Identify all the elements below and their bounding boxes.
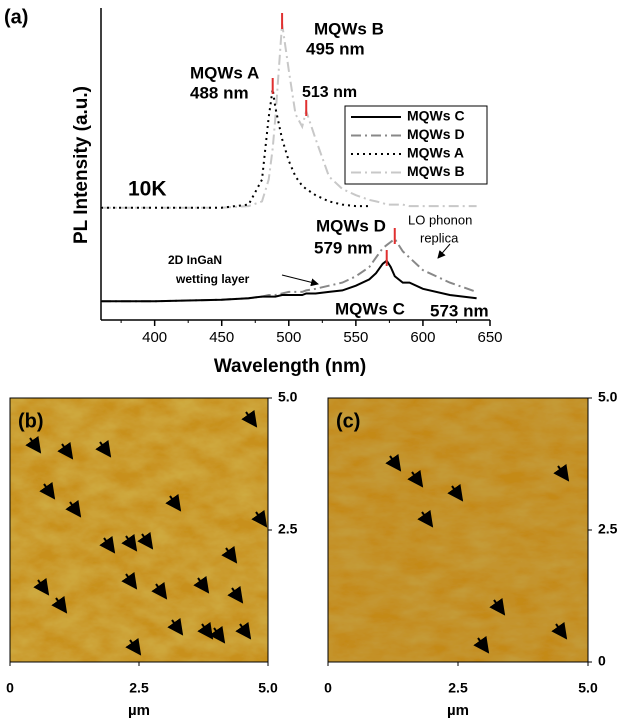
series-line bbox=[101, 237, 477, 303]
afm-arrow bbox=[241, 409, 258, 428]
panel-label: (a) bbox=[4, 6, 28, 28]
x-tick-label: 0 bbox=[324, 680, 332, 696]
afm-arrow bbox=[385, 453, 402, 472]
afm-arrow bbox=[167, 617, 184, 636]
annotation: 495 nm bbox=[306, 39, 365, 58]
annotation: LO phonon bbox=[408, 212, 472, 227]
x-tick-label: 600 bbox=[410, 329, 435, 346]
afm-arrow bbox=[193, 575, 210, 594]
afm-arrow bbox=[447, 483, 464, 502]
afm-arrow bbox=[137, 531, 154, 550]
afm-arrow bbox=[407, 469, 424, 488]
annotation: 488 nm bbox=[190, 83, 249, 102]
afm-arrow bbox=[57, 441, 74, 460]
annotation-arrow bbox=[437, 243, 451, 259]
y-tick-label: 2.5 bbox=[598, 521, 618, 537]
annotation: MQWs B bbox=[314, 19, 384, 38]
y-axis-label: PL Intensity (a.u.) bbox=[71, 86, 92, 244]
series-line bbox=[101, 88, 370, 209]
afm-arrow bbox=[65, 499, 82, 518]
afm-image bbox=[10, 398, 268, 662]
x-tick-label: 550 bbox=[343, 329, 368, 346]
x-axis-label: Wavelength (nm) bbox=[214, 356, 366, 377]
afm-arrow bbox=[151, 581, 168, 600]
annotation: replica bbox=[420, 230, 459, 245]
annotation: 513 nm bbox=[302, 84, 357, 101]
afm-arrow bbox=[209, 625, 226, 644]
y-tick-label: 5.0 bbox=[278, 389, 298, 405]
y-tick-label: 2.5 bbox=[278, 521, 298, 537]
annotation: 573 nm bbox=[430, 301, 489, 320]
x-tick-label: 2.5 bbox=[448, 680, 468, 696]
annotation: MQWs A bbox=[190, 63, 259, 82]
annotation-arrow bbox=[281, 274, 319, 287]
afm-arrow bbox=[165, 493, 182, 512]
afm-arrow bbox=[473, 635, 490, 654]
afm-arrow bbox=[551, 621, 568, 640]
annotation: MQWs C bbox=[335, 299, 405, 318]
afm-arrow bbox=[25, 435, 42, 454]
x-tick-label: 650 bbox=[477, 329, 502, 346]
afm-arrow bbox=[99, 535, 116, 554]
afm-arrow bbox=[121, 533, 138, 552]
annotation: MQWs D bbox=[316, 216, 386, 235]
x-axis-label: µm bbox=[128, 702, 150, 718]
x-tick-label: 450 bbox=[209, 329, 234, 346]
afm-arrow bbox=[51, 595, 68, 614]
x-tick-label: 0 bbox=[6, 680, 14, 696]
afm-arrow bbox=[227, 585, 244, 604]
afm-arrow bbox=[417, 509, 434, 528]
legend-label: MQWs C bbox=[407, 108, 465, 124]
annotation: 10K bbox=[128, 178, 167, 201]
afm-arrow bbox=[121, 571, 138, 590]
panel-label: (c) bbox=[336, 410, 360, 432]
y-tick-label: 0 bbox=[598, 653, 606, 669]
x-tick-label: 5.0 bbox=[578, 680, 598, 696]
x-axis-label: µm bbox=[447, 702, 469, 718]
afm-arrow bbox=[553, 463, 570, 482]
series-line bbox=[101, 23, 477, 209]
afm-arrow bbox=[235, 621, 252, 640]
x-tick-label: 2.5 bbox=[129, 680, 149, 696]
annotation: 2D InGaN bbox=[168, 253, 222, 267]
afm-arrow bbox=[33, 577, 50, 596]
legend-label: MQWs A bbox=[407, 145, 464, 161]
x-tick-label: 500 bbox=[276, 329, 301, 346]
x-tick-label: 400 bbox=[142, 329, 167, 346]
annotation: 579 nm bbox=[314, 238, 373, 257]
legend-box bbox=[344, 105, 488, 185]
annotation: wetting layer bbox=[175, 272, 250, 286]
series-line bbox=[101, 259, 477, 303]
afm-arrow bbox=[95, 439, 112, 458]
afm-arrow bbox=[125, 637, 142, 656]
afm-arrow bbox=[251, 509, 268, 528]
panel-label: (b) bbox=[18, 410, 44, 432]
afm-arrow bbox=[221, 545, 238, 564]
x-tick-label: 5.0 bbox=[258, 680, 278, 696]
legend-label: MQWs B bbox=[407, 163, 465, 179]
y-tick-label: 5.0 bbox=[598, 389, 618, 405]
afm-arrow bbox=[39, 481, 56, 500]
afm-image bbox=[328, 398, 588, 662]
afm-arrow bbox=[489, 597, 506, 616]
legend-label: MQWs D bbox=[407, 126, 465, 142]
